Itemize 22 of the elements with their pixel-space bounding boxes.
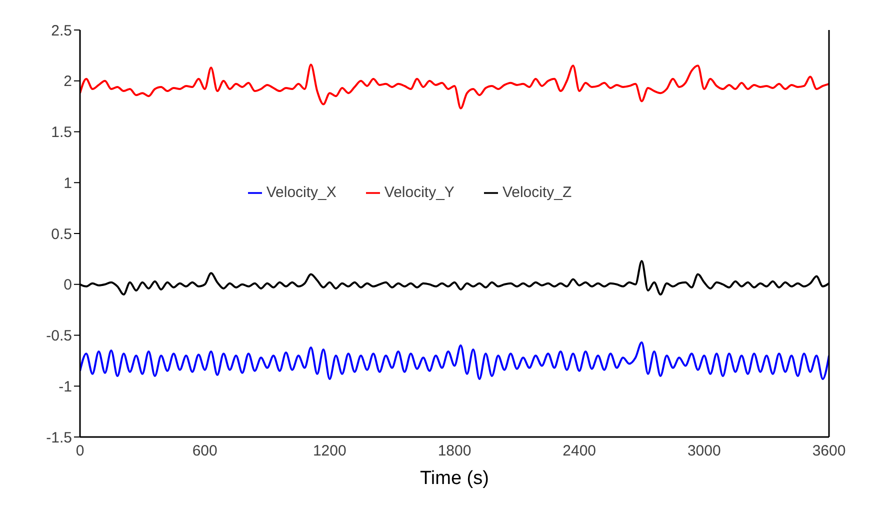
- y-tick-label: 0.5: [51, 226, 72, 243]
- x-tick-label: 1800: [438, 442, 472, 460]
- line-series: [80, 341, 829, 380]
- y-tick-label: -1: [58, 378, 72, 396]
- x-tick-label: 3600: [812, 442, 846, 460]
- line-series: [80, 64, 829, 110]
- legend-label: Velocity_Y: [384, 184, 454, 201]
- x-tick-label: 1200: [312, 442, 346, 460]
- y-tick-label: 1: [64, 174, 72, 192]
- legend-label: Velocity_Z: [502, 184, 572, 201]
- x-axis-title: Time (s): [420, 468, 489, 489]
- y-tick-label: 0: [64, 276, 72, 294]
- y-tick-label: -0.5: [46, 328, 72, 345]
- y-tick-label: 1.5: [51, 124, 72, 142]
- legend-label: Velocity_X: [266, 184, 336, 201]
- y-tick-label: 2.5: [51, 22, 72, 40]
- x-tick-label: 3000: [687, 442, 721, 460]
- x-tick-label: 2400: [562, 442, 596, 460]
- x-tick-label: 600: [192, 442, 218, 460]
- x-tick-label: 0: [76, 442, 84, 460]
- y-tick-label: 2: [64, 73, 72, 90]
- y-tick-label: -1.5: [46, 429, 72, 446]
